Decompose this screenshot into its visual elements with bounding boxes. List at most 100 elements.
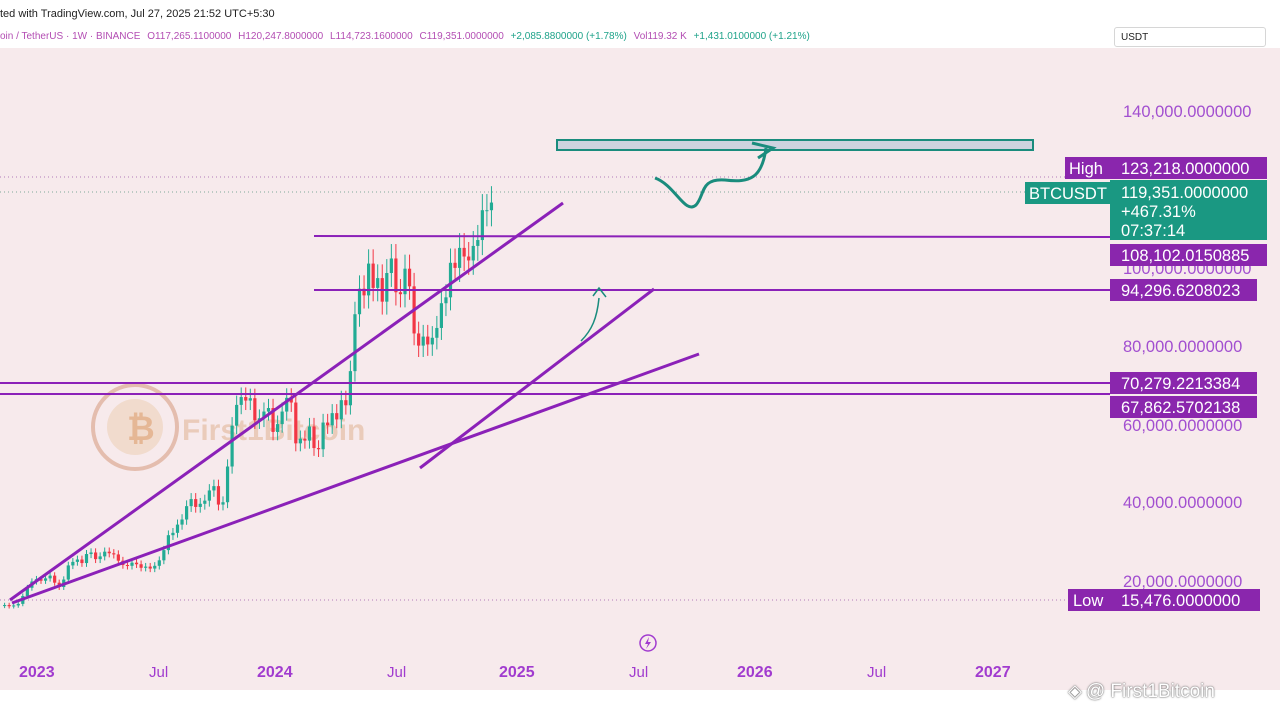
candle-body[interactable] <box>280 411 284 425</box>
candle-body[interactable] <box>294 402 298 444</box>
candle-body[interactable] <box>312 426 316 449</box>
candle-body[interactable] <box>43 578 48 581</box>
candle-body[interactable] <box>321 422 325 450</box>
candle-body[interactable] <box>203 500 207 504</box>
candle-body[interactable] <box>94 552 98 560</box>
candle-body[interactable] <box>221 502 225 505</box>
target-zone-box[interactable] <box>556 139 1034 151</box>
candle-body[interactable] <box>39 579 43 581</box>
candle-body[interactable] <box>66 565 70 580</box>
candle-body[interactable] <box>285 397 289 412</box>
lightning-icon[interactable] <box>639 634 657 652</box>
candle-body[interactable] <box>225 466 230 503</box>
candle-body[interactable] <box>394 258 398 293</box>
candle-body[interactable] <box>289 397 293 403</box>
candle-body[interactable] <box>153 565 157 569</box>
candle-body[interactable] <box>453 262 457 268</box>
candle-body[interactable] <box>3 605 7 607</box>
candle-body[interactable] <box>244 397 248 401</box>
rising-support-line[interactable] <box>419 287 655 470</box>
candle-body[interactable] <box>462 247 466 257</box>
candle-body[interactable] <box>139 564 143 568</box>
candle-body[interactable] <box>248 398 252 401</box>
candle-body[interactable] <box>180 519 184 525</box>
candle-body[interactable] <box>489 202 494 211</box>
candle-body[interactable] <box>171 532 175 536</box>
candle-body[interactable] <box>84 554 89 564</box>
candle-body[interactable] <box>112 553 116 555</box>
candle-body[interactable] <box>426 336 430 345</box>
channel-lower-line[interactable] <box>11 352 700 605</box>
candle-body[interactable] <box>12 605 16 607</box>
candle-body[interactable] <box>175 524 180 533</box>
channel-upper-line[interactable] <box>9 201 564 602</box>
currency-selector[interactable]: USDT <box>1114 27 1266 47</box>
candle-body[interactable] <box>439 303 443 328</box>
candle-body[interactable] <box>316 448 321 450</box>
candle-body[interactable] <box>339 400 343 420</box>
projection-path[interactable] <box>654 147 768 209</box>
candle-body[interactable] <box>116 554 120 561</box>
candle-body[interactable] <box>467 256 471 261</box>
candle-body[interactable] <box>144 566 148 568</box>
candle-body[interactable] <box>407 268 412 287</box>
candle-body[interactable] <box>362 288 366 296</box>
candle-body[interactable] <box>253 398 257 421</box>
candle-body[interactable] <box>335 413 339 420</box>
candle-body[interactable] <box>307 426 312 441</box>
candle-body[interactable] <box>166 535 170 551</box>
candle-body[interactable] <box>53 575 57 583</box>
candle-body[interactable] <box>75 559 79 562</box>
candle-body[interactable] <box>71 561 75 566</box>
candle-body[interactable] <box>235 404 239 426</box>
candle-body[interactable] <box>198 503 202 507</box>
candle-body[interactable] <box>134 562 139 565</box>
candle-body[interactable] <box>107 551 111 554</box>
candle-body[interactable] <box>103 551 107 557</box>
candle-body[interactable] <box>385 273 389 302</box>
candle-body[interactable] <box>357 288 362 315</box>
candle-body[interactable] <box>98 556 102 560</box>
candle-body[interactable] <box>194 499 198 507</box>
candle-body[interactable] <box>207 490 211 501</box>
candle-body[interactable] <box>367 263 371 296</box>
candle-body[interactable] <box>344 400 348 406</box>
candle-body[interactable] <box>157 560 161 566</box>
candle-body[interactable] <box>326 422 330 426</box>
candle-body[interactable] <box>25 587 29 597</box>
candle-body[interactable] <box>303 438 307 441</box>
candle-body[interactable] <box>417 333 421 346</box>
candle-body[interactable] <box>376 278 380 288</box>
candle-body[interactable] <box>125 565 130 567</box>
candle-body[interactable] <box>271 408 275 432</box>
candle-body[interactable] <box>403 268 407 295</box>
candle-body[interactable] <box>444 297 448 304</box>
candle-body[interactable] <box>239 397 243 405</box>
candle-body[interactable] <box>298 438 302 444</box>
candle-body[interactable] <box>130 562 134 566</box>
candle-body[interactable] <box>371 263 375 288</box>
candle-body[interactable] <box>276 424 280 432</box>
candle-body[interactable] <box>435 327 439 338</box>
candle-body[interactable] <box>216 486 221 505</box>
candle-body[interactable] <box>458 247 462 268</box>
candle-body[interactable] <box>212 486 216 491</box>
resistance-line-108k[interactable] <box>313 235 1110 238</box>
candle-body[interactable] <box>471 245 475 261</box>
candle-body[interactable] <box>262 411 266 419</box>
candle-body[interactable] <box>430 337 434 345</box>
candle-body[interactable] <box>185 506 189 520</box>
candle-body[interactable] <box>485 210 489 212</box>
candle-body[interactable] <box>148 566 152 569</box>
candle-body[interactable] <box>189 499 193 507</box>
candle-body[interactable] <box>330 413 334 426</box>
candle-body[interactable] <box>480 210 484 241</box>
candle-body[interactable] <box>48 575 52 579</box>
candle-body[interactable] <box>80 559 84 564</box>
candle-body[interactable] <box>162 550 166 561</box>
candle-body[interactable] <box>266 408 271 412</box>
candle-body[interactable] <box>389 258 393 274</box>
candle-body[interactable] <box>448 262 453 298</box>
candle-body[interactable] <box>230 425 234 467</box>
